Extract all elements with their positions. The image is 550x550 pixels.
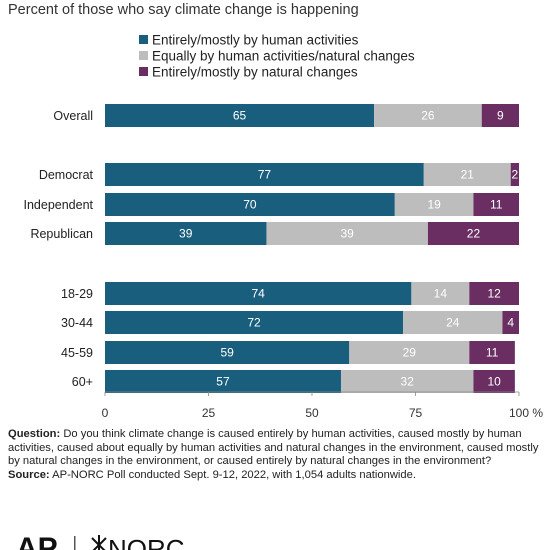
bar-segment-natural	[473, 193, 519, 216]
bar-segment-natural	[473, 370, 515, 393]
data-label-equal: 39	[341, 227, 355, 241]
data-label-human: 74	[252, 287, 266, 301]
stacked-bar-chart: Entirely/mostly by human activitiesEqual…	[23, 33, 543, 421]
data-label-equal: 29	[403, 346, 417, 360]
category-label: Independent	[23, 198, 93, 212]
data-label-human: 39	[179, 227, 193, 241]
data-label-natural: 11	[486, 346, 499, 360]
source-note: Source: AP-NORC Poll conducted Sept. 9-1…	[8, 469, 542, 483]
data-label-equal: 32	[401, 375, 415, 389]
category-label: 18-29	[61, 287, 93, 301]
data-label-human: 59	[220, 346, 234, 360]
x-tick-label: 75	[409, 406, 423, 420]
bar-segment-equal	[349, 341, 470, 364]
norc-logo: NORC	[108, 534, 185, 550]
category-label: 30-44	[61, 316, 93, 330]
chart-subtitle: Percent of those who say climate change …	[8, 2, 359, 18]
data-label-equal: 19	[427, 198, 441, 212]
bar-segment-human	[105, 311, 404, 334]
data-label-equal: 26	[421, 109, 435, 123]
bar-segment-equal	[266, 222, 428, 245]
legend-label-equal: Equally by human activities/natural chan…	[152, 49, 415, 64]
data-label-human: 65	[233, 109, 247, 123]
bar-segment-equal	[340, 370, 474, 393]
x-tick-label: 0	[102, 406, 109, 420]
data-label-natural: 2	[512, 168, 519, 182]
bar-segment-natural	[481, 104, 519, 127]
data-label-natural: 12	[487, 287, 501, 301]
bar-segment-equal	[411, 282, 470, 305]
bar-segment-human	[105, 282, 412, 305]
data-label-natural: 9	[497, 109, 504, 123]
source-label: Source:	[8, 468, 50, 481]
bar-segment-equal	[403, 311, 503, 334]
bar-segment-equal	[394, 193, 474, 216]
bar-segment-human	[105, 370, 341, 393]
question-note: Question: Do you think climate change is…	[8, 428, 542, 469]
legend-swatch-human	[139, 35, 148, 44]
bar-segment-human	[105, 341, 350, 364]
data-label-equal: 14	[434, 287, 448, 301]
bar-segment-equal	[374, 104, 482, 127]
bar-segment-natural	[427, 222, 519, 245]
legend-label-natural: Entirely/mostly by natural changes	[152, 65, 358, 80]
bar-segment-human	[105, 163, 424, 186]
data-label-equal: 24	[446, 316, 460, 330]
bar-segment-human	[105, 193, 395, 216]
data-label-human: 70	[243, 198, 257, 212]
data-label-equal: 21	[461, 168, 475, 182]
x-tick-label: 100 %	[509, 406, 543, 420]
bar-segment-human	[105, 104, 375, 127]
norc-star-icon	[91, 535, 107, 550]
data-label-natural: 4	[507, 316, 514, 330]
data-label-human: 72	[247, 316, 261, 330]
bar-segment-natural	[510, 163, 519, 186]
x-tick-label: 25	[202, 406, 216, 420]
bar-segment-equal	[423, 163, 511, 186]
chart-footnote: Question: Do you think climate change is…	[8, 428, 542, 482]
bar-segment-natural	[469, 282, 519, 305]
category-label: Republican	[30, 227, 93, 241]
legend-label-human: Entirely/mostly by human activities	[152, 33, 359, 48]
question-text: Do you think climate change is caused en…	[8, 428, 539, 468]
question-label: Question:	[8, 428, 61, 440]
category-label: 60+	[72, 375, 93, 389]
x-tick-label: 50	[305, 406, 319, 420]
logo-divider	[74, 536, 76, 550]
data-label-human: 57	[216, 375, 230, 389]
ap-logo: AP	[16, 532, 58, 550]
data-label-natural: 22	[467, 227, 481, 241]
legend-swatch-equal	[139, 51, 148, 60]
data-label-natural: 10	[487, 375, 501, 389]
bar-segment-natural	[502, 311, 519, 334]
category-label: Overall	[53, 109, 93, 123]
category-label: Democrat	[39, 168, 94, 182]
category-label: 45-59	[61, 346, 93, 360]
data-label-natural: 11	[490, 198, 503, 212]
source-text: AP-NORC Poll conducted Sept. 9-12, 2022,…	[52, 468, 416, 481]
legend-swatch-natural	[139, 67, 148, 76]
bar-segment-human	[105, 222, 267, 245]
data-label-human: 77	[258, 168, 272, 182]
bar-segment-natural	[469, 341, 515, 364]
